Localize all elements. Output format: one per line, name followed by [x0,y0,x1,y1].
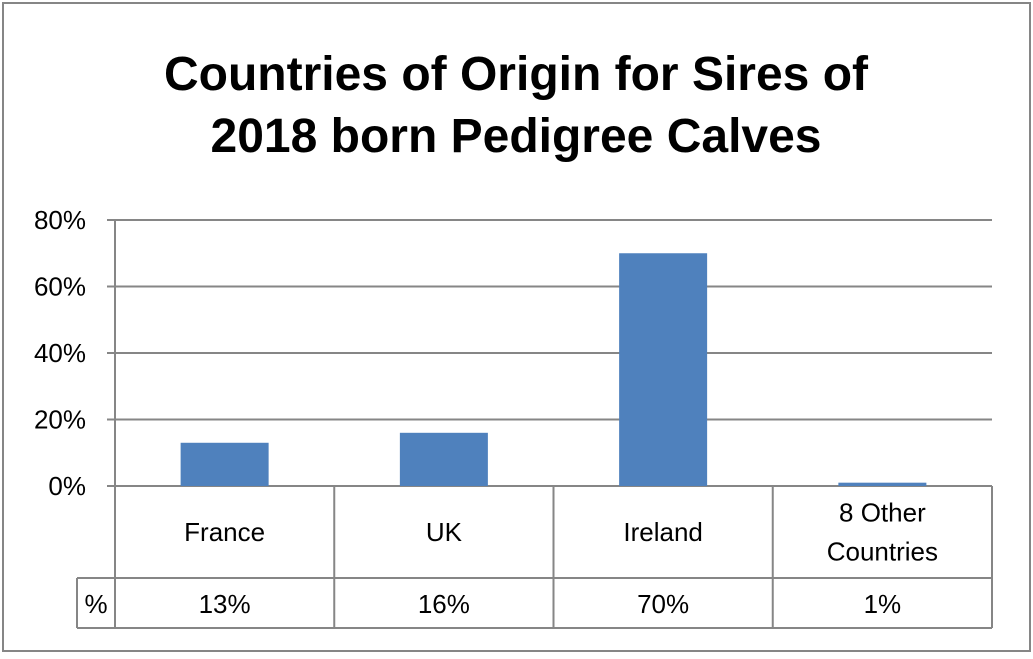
y-tick-label: 80% [34,205,86,235]
data-table-value: 16% [418,589,470,619]
data-table-value: 70% [637,589,689,619]
chart-title-line: Countries of Origin for Sires of [164,48,869,101]
y-tick-label: 20% [34,405,86,435]
bar-2 [619,253,708,486]
x-category-label: Countries [827,537,938,567]
y-tick-label: 0% [48,471,86,501]
data-table-value: 1% [864,589,902,619]
x-category-label: 8 Other [839,498,926,528]
chart-title-line: 2018 born Pedigree Calves [211,110,822,163]
y-tick-label: 40% [34,338,86,368]
bar-0 [180,442,269,486]
y-tick-label: 60% [34,272,86,302]
x-category-label: France [184,517,265,547]
bar-3 [838,482,927,486]
data-table-row-label: % [84,589,107,619]
x-category-label: UK [426,517,463,547]
x-category-label: Ireland [623,517,703,547]
data-table-value: 13% [199,589,251,619]
bar-1 [399,432,488,486]
